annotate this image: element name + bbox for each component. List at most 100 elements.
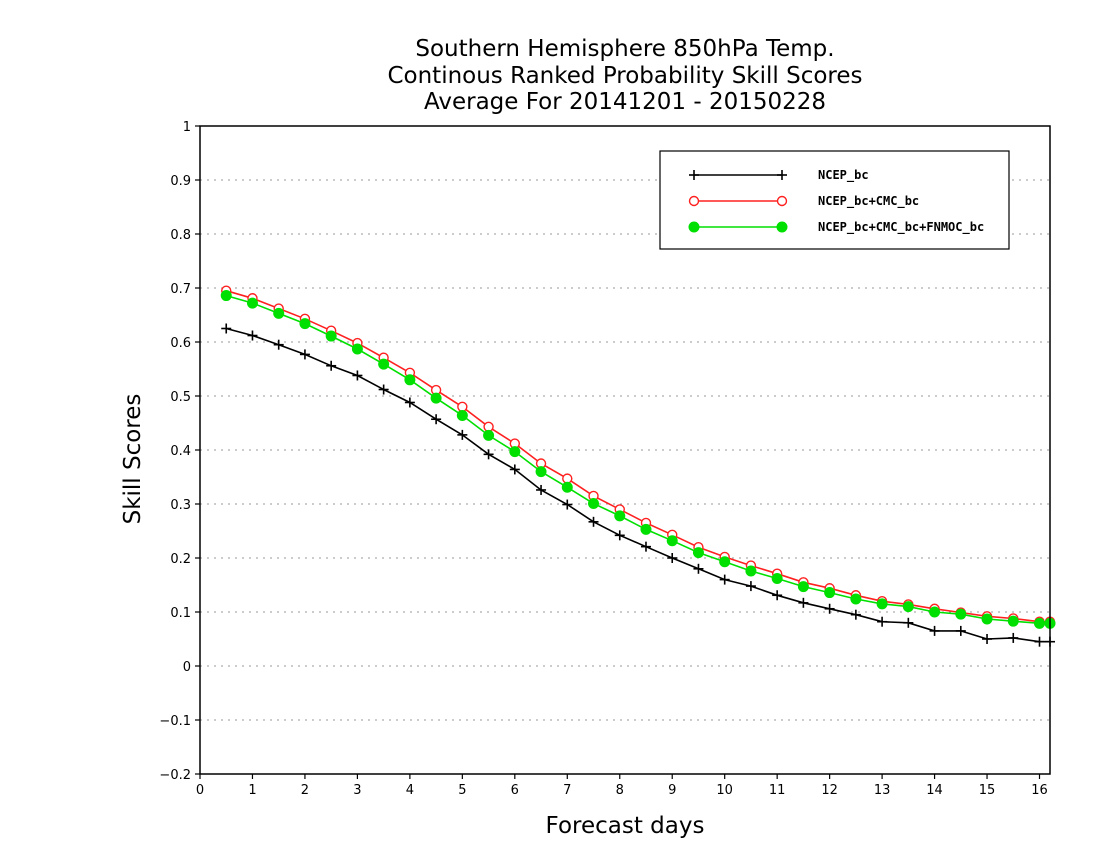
legend-label: NCEP_bc+CMC_bc (818, 194, 919, 209)
data-point (326, 360, 337, 371)
data-point (378, 358, 390, 370)
data-point (561, 481, 573, 493)
data-point (246, 297, 258, 309)
data-point (614, 530, 625, 541)
data-point (1008, 632, 1019, 643)
data-point (666, 535, 678, 547)
axis-ticks: −0.2−0.100.10.20.30.40.50.60.70.80.910 1 2… (159, 120, 1047, 798)
data-point (850, 609, 861, 620)
x-tick-label: 7 (563, 783, 571, 798)
data-point (404, 397, 415, 408)
data-point (431, 414, 442, 425)
data-point (457, 429, 468, 440)
data-point (588, 497, 600, 509)
data-point (1034, 636, 1045, 647)
data-point (719, 574, 730, 585)
data-point (325, 330, 337, 342)
x-tick-label: 6 (511, 783, 519, 798)
data-point (430, 392, 442, 404)
data-point (299, 318, 311, 330)
legend-box (659, 150, 1010, 250)
data-point (273, 307, 285, 319)
chart-title-line-3: Average For 20141201 - 20150228 (423, 89, 827, 115)
y-tick-label: 0.9 (170, 174, 191, 189)
y-tick-label: 0.6 (170, 336, 191, 351)
data-point (299, 349, 310, 360)
y-tick-label: 1 (183, 120, 191, 135)
data-point (772, 590, 783, 601)
data-point (483, 449, 494, 460)
x-tick-label: 8 (616, 783, 624, 798)
data-point (929, 606, 941, 618)
y-tick-label: 0.2 (170, 552, 191, 567)
y-tick-label: 0.8 (170, 228, 191, 243)
data-point (509, 464, 520, 475)
data-point (929, 625, 940, 636)
data-point (745, 565, 757, 577)
data-point (981, 613, 993, 625)
y-tick-label: 0.4 (170, 444, 191, 459)
data-point (247, 330, 258, 341)
x-tick-label: 1 (248, 783, 256, 798)
data-point (667, 553, 678, 563)
legend-marker (688, 221, 700, 233)
data-point (483, 429, 495, 441)
data-point (824, 603, 835, 614)
series-3 (220, 290, 1056, 629)
x-tick-label: 15 (979, 783, 996, 798)
data-point (456, 409, 468, 421)
legend: NCEP_bc NCEP_bc+CMC_bc NCEP_bc+CMC_bc+FNMO… (659, 150, 1010, 250)
data-point (955, 625, 966, 636)
x-tick-label: 13 (874, 783, 891, 798)
data-point (536, 484, 547, 495)
data-point (692, 547, 704, 559)
y-tick-label: 0.3 (170, 498, 191, 513)
chart-title-line-1: Southern Hemisphere 850hPa Temp. (415, 36, 835, 62)
data-point (719, 556, 731, 568)
data-point (614, 510, 626, 522)
data-point (404, 374, 416, 386)
legend-marker (776, 195, 788, 207)
data-point (378, 384, 389, 395)
data-point (771, 573, 783, 585)
x-tick-label: 4 (406, 783, 414, 798)
series-1 (221, 323, 1055, 647)
data-point (588, 516, 599, 527)
y-tick-label: 0.7 (170, 282, 191, 297)
data-point (877, 616, 888, 627)
data-point (745, 581, 756, 592)
data-point (221, 323, 232, 334)
x-tick-label: 16 (1031, 783, 1048, 798)
legend-marker (777, 170, 787, 180)
data-point (220, 290, 232, 302)
data-point (562, 499, 573, 510)
data-point (1034, 617, 1046, 629)
chart-title-line-2: Continous Ranked Probability Skill Score… (387, 63, 863, 89)
legend-marker (776, 221, 788, 233)
data-point (903, 617, 914, 628)
x-tick-label: 0 (196, 783, 204, 798)
data-point (640, 523, 652, 535)
x-tick-label: 5 (458, 783, 466, 798)
y-tick-label: 0.5 (170, 390, 191, 405)
data-point (876, 598, 888, 610)
data-point (824, 587, 836, 599)
x-tick-label: 14 (926, 783, 943, 798)
legend-label: NCEP_bc+CMC_bc+FNMOC_bc (818, 220, 984, 235)
data-point (797, 581, 809, 593)
data-point (352, 370, 363, 381)
legend-marker (689, 170, 699, 180)
data-point (640, 541, 651, 552)
x-axis-label: Forecast days (546, 813, 705, 839)
legend-item-1: NCEP_bc (689, 168, 869, 183)
x-tick-label: 3 (353, 783, 361, 798)
x-tick-label: 12 (821, 783, 838, 798)
data-point (693, 563, 704, 574)
y-tick-label: 0.1 (170, 606, 191, 621)
data-point (1007, 615, 1019, 627)
data-point (509, 446, 521, 458)
x-tick-label: 9 (668, 783, 676, 798)
data-point (902, 601, 914, 613)
legend-label: NCEP_bc (818, 168, 869, 183)
